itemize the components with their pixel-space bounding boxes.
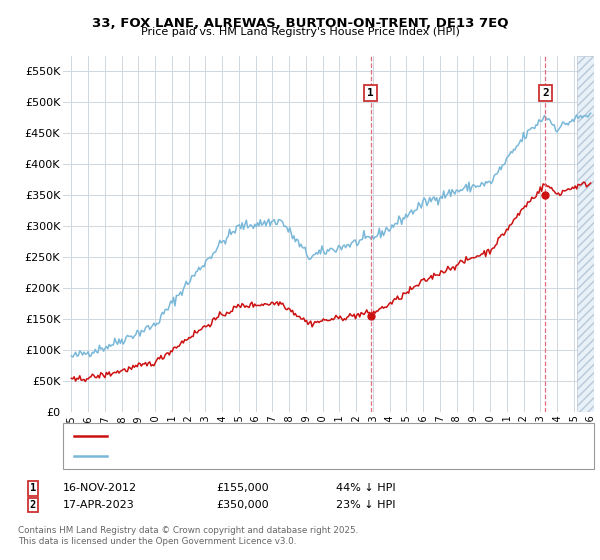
Text: Price paid vs. HM Land Registry's House Price Index (HPI): Price paid vs. HM Land Registry's House … xyxy=(140,27,460,38)
Text: Contains HM Land Registry data © Crown copyright and database right 2025.
This d: Contains HM Land Registry data © Crown c… xyxy=(18,526,358,546)
Text: £350,000: £350,000 xyxy=(216,500,269,510)
Text: 2: 2 xyxy=(542,88,548,99)
Text: 2: 2 xyxy=(30,500,36,510)
Text: 33, FOX LANE, ALREWAS, BURTON-ON-TRENT, DE13 7EQ (detached house): 33, FOX LANE, ALREWAS, BURTON-ON-TRENT, … xyxy=(113,431,485,441)
Text: 16-NOV-2012: 16-NOV-2012 xyxy=(63,483,137,493)
Text: £155,000: £155,000 xyxy=(216,483,269,493)
Text: 44% ↓ HPI: 44% ↓ HPI xyxy=(336,483,395,493)
Text: 33, FOX LANE, ALREWAS, BURTON-ON-TRENT, DE13 7EQ: 33, FOX LANE, ALREWAS, BURTON-ON-TRENT, … xyxy=(92,17,508,30)
Text: HPI: Average price, detached house, Lichfield: HPI: Average price, detached house, Lich… xyxy=(113,451,340,461)
Text: 1: 1 xyxy=(30,483,36,493)
Text: 1: 1 xyxy=(367,88,374,99)
Text: 17-APR-2023: 17-APR-2023 xyxy=(63,500,135,510)
Bar xyxy=(577,56,600,412)
Text: 23% ↓ HPI: 23% ↓ HPI xyxy=(336,500,395,510)
